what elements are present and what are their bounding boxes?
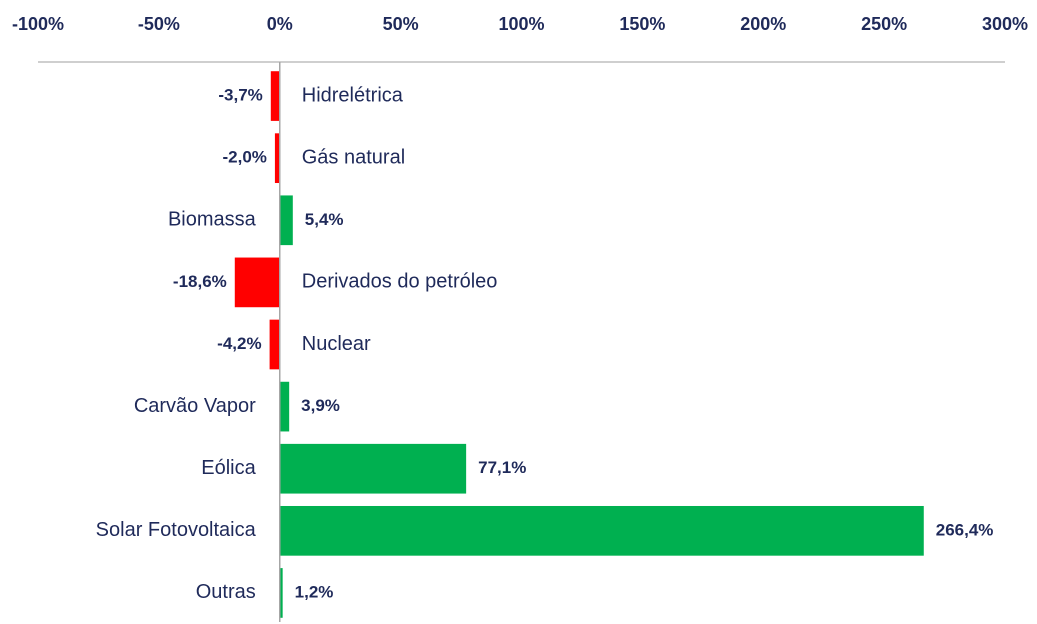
value-label: 1,2% (295, 582, 334, 601)
x-tick-label: 250% (861, 14, 907, 34)
x-tick-label: 200% (740, 14, 786, 34)
bar (274, 133, 280, 184)
bar (234, 257, 280, 308)
category-label: Outras (196, 581, 256, 603)
x-tick-label: 0% (267, 14, 293, 34)
bar (279, 443, 467, 494)
value-label: 77,1% (478, 458, 526, 477)
category-label: Carvão Vapor (134, 395, 256, 417)
value-label: 266,4% (936, 520, 994, 539)
category-label: Solar Fotovoltaica (96, 519, 257, 541)
value-label: 5,4% (305, 210, 344, 229)
x-tick-label: 50% (383, 14, 419, 34)
value-label: -18,6% (173, 272, 227, 291)
bar (269, 319, 280, 370)
x-tick-label: 300% (982, 14, 1028, 34)
x-tick-label: -50% (138, 14, 180, 34)
category-label: Hidrelétrica (302, 84, 404, 106)
x-tick-label: 100% (498, 14, 544, 34)
category-label: Eólica (201, 457, 256, 479)
x-tick-label: 150% (619, 14, 665, 34)
category-label: Biomassa (168, 209, 257, 231)
category-label: Gás natural (302, 146, 405, 168)
value-label: -3,7% (218, 86, 262, 105)
value-label: -4,2% (217, 334, 261, 353)
bar (279, 568, 283, 618)
bar (270, 71, 280, 121)
category-label: Nuclear (302, 333, 371, 355)
value-label: -2,0% (222, 148, 266, 167)
bar (279, 195, 293, 246)
bar (279, 381, 290, 432)
bar (279, 505, 924, 556)
value-label: 3,9% (301, 396, 340, 415)
category-label: Derivados do petróleo (302, 271, 498, 293)
x-tick-label: -100% (12, 14, 64, 34)
